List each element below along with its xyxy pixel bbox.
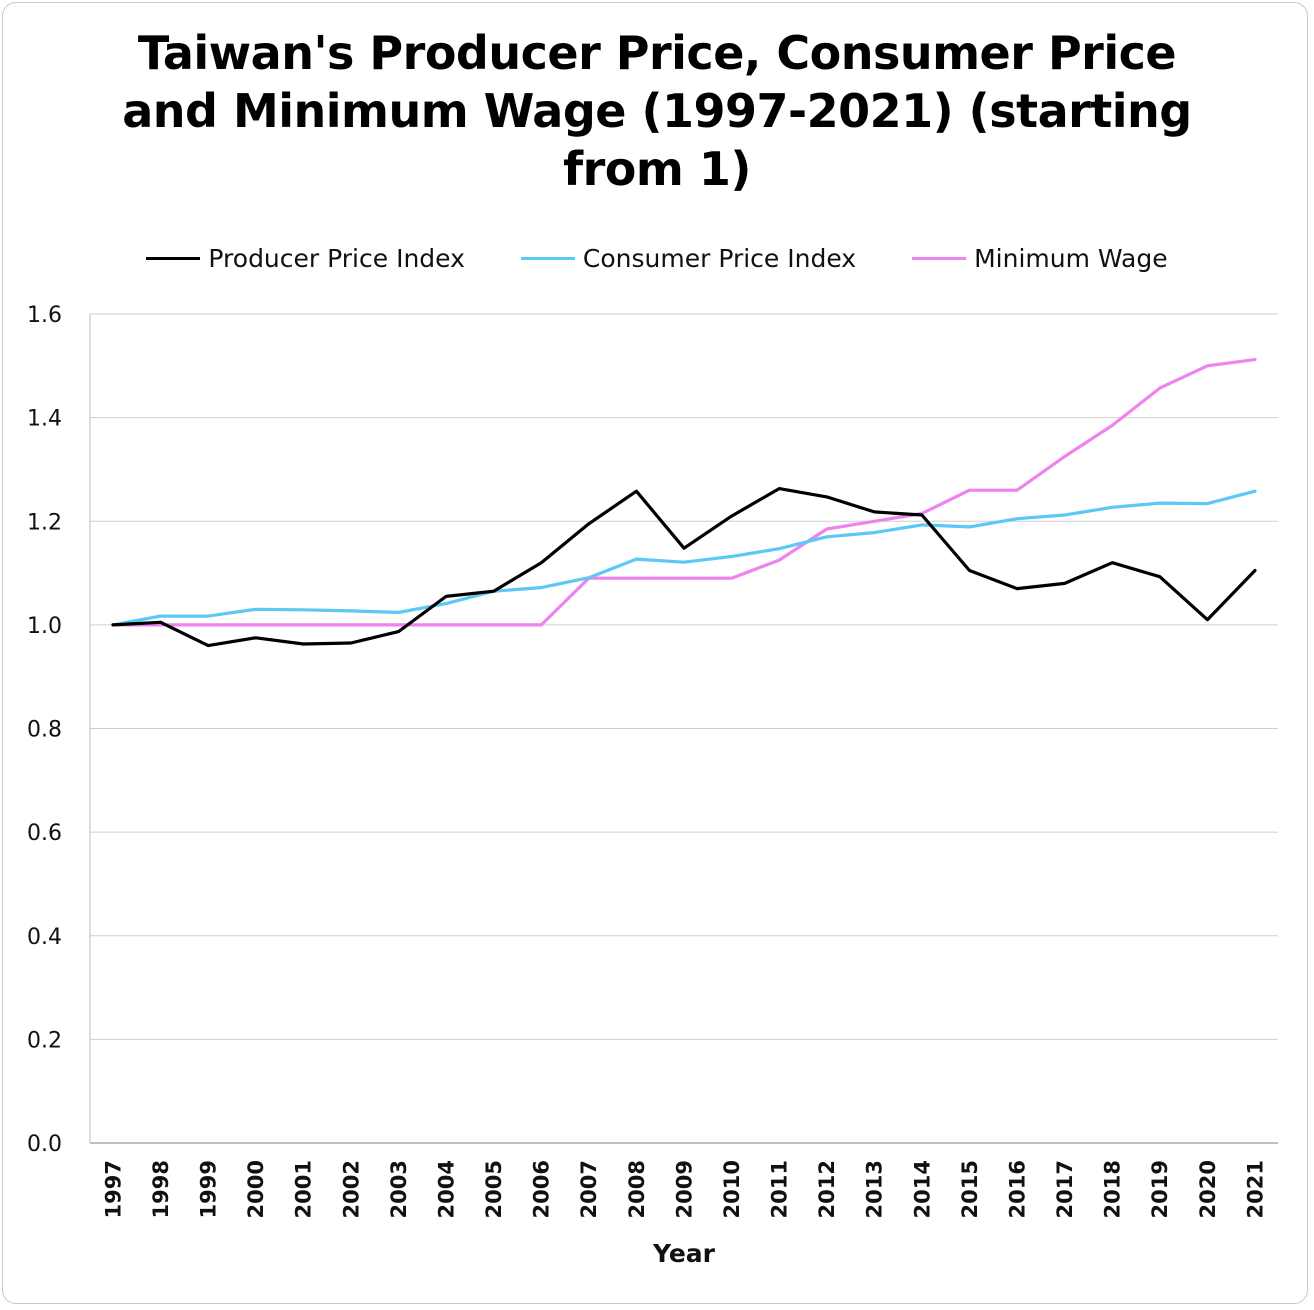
x-tick-label: 2002: [339, 1160, 363, 1218]
x-tick-label: 2015: [958, 1160, 982, 1218]
axes: [89, 314, 1278, 1144]
legend-item-consumer-price: Consumer Price Index: [520, 243, 857, 273]
y-tick-label: 0.0: [27, 1132, 62, 1157]
y-tick-label: 0.8: [27, 718, 62, 743]
x-tick-labels: 1997 1998 1999 2000 2001 2002 2003 2004 2005 2006…: [101, 1160, 1267, 1218]
series-line-consumer-price-index: [111, 489, 1257, 627]
y-tick-labels: 0.0 0.2 0.4 0.6 0.8 1.0 1.2 1.4 1.6: [27, 303, 62, 1157]
chart-title: Taiwan's Producer Price, Consumer Price …: [122, 26, 1192, 196]
x-tick-label: 2000: [244, 1160, 268, 1218]
series-line-producer-price-index: [111, 487, 1257, 648]
x-tick-label: 2020: [1196, 1160, 1220, 1218]
x-tick-label: 2009: [672, 1160, 696, 1218]
legend-item-producer-price: Producer Price Index: [146, 243, 465, 273]
legend-label-producer-price: Producer Price Index: [208, 243, 465, 273]
x-tick-label: 2006: [530, 1160, 554, 1218]
y-tick-label: 1.2: [27, 510, 62, 535]
legend-swatch-producer-price: [146, 256, 201, 260]
x-tick-label: 2012: [815, 1160, 839, 1218]
x-tick-label: 1997: [101, 1160, 125, 1218]
x-tick-label: 2007: [577, 1160, 601, 1218]
series-lines: [111, 358, 1257, 648]
x-tick-label: 1998: [149, 1160, 173, 1218]
x-tick-label: 2014: [910, 1160, 934, 1218]
x-tick-label: 2005: [482, 1160, 506, 1218]
x-tick-label: 2016: [1005, 1160, 1029, 1218]
x-tick-label: 1999: [197, 1160, 221, 1218]
x-tick-label: 2017: [1053, 1160, 1077, 1218]
series-line-minimum-wage: [111, 358, 1257, 627]
x-axis-label: Year: [652, 1239, 716, 1268]
y-tick-label: 1.0: [27, 614, 62, 639]
x-tick-label: 2013: [863, 1160, 887, 1218]
y-tick-label: 1.6: [27, 303, 62, 328]
x-tick-label: 2018: [1101, 1160, 1125, 1218]
x-tick-label: 2001: [292, 1160, 316, 1218]
x-tick-label: 2011: [768, 1160, 792, 1218]
y-tick-label: 0.6: [27, 821, 62, 846]
legend-item-minimum-wage: Minimum Wage: [912, 244, 1168, 273]
legend-swatch-consumer-price: [520, 256, 575, 260]
gridlines: [90, 313, 1278, 1040]
x-tick-label: 2021: [1243, 1160, 1267, 1218]
y-tick-label: 1.4: [27, 407, 62, 432]
x-tick-label: 2010: [720, 1160, 744, 1218]
y-tick-label: 0.4: [27, 925, 62, 950]
chart-legend: Producer Price Index Consumer Price Inde…: [0, 240, 1314, 276]
legend-label-minimum-wage: Minimum Wage: [974, 243, 1168, 273]
legend-swatch-minimum-wage: [912, 256, 967, 260]
x-tick-label: 2019: [1148, 1160, 1172, 1218]
x-tick-label: 2004: [434, 1160, 458, 1218]
x-tick-label: 2008: [625, 1160, 649, 1218]
y-tick-label: 0.2: [27, 1028, 62, 1053]
legend-label-consumer-price: Consumer Price Index: [582, 243, 857, 273]
x-tick-label: 2003: [387, 1160, 411, 1218]
